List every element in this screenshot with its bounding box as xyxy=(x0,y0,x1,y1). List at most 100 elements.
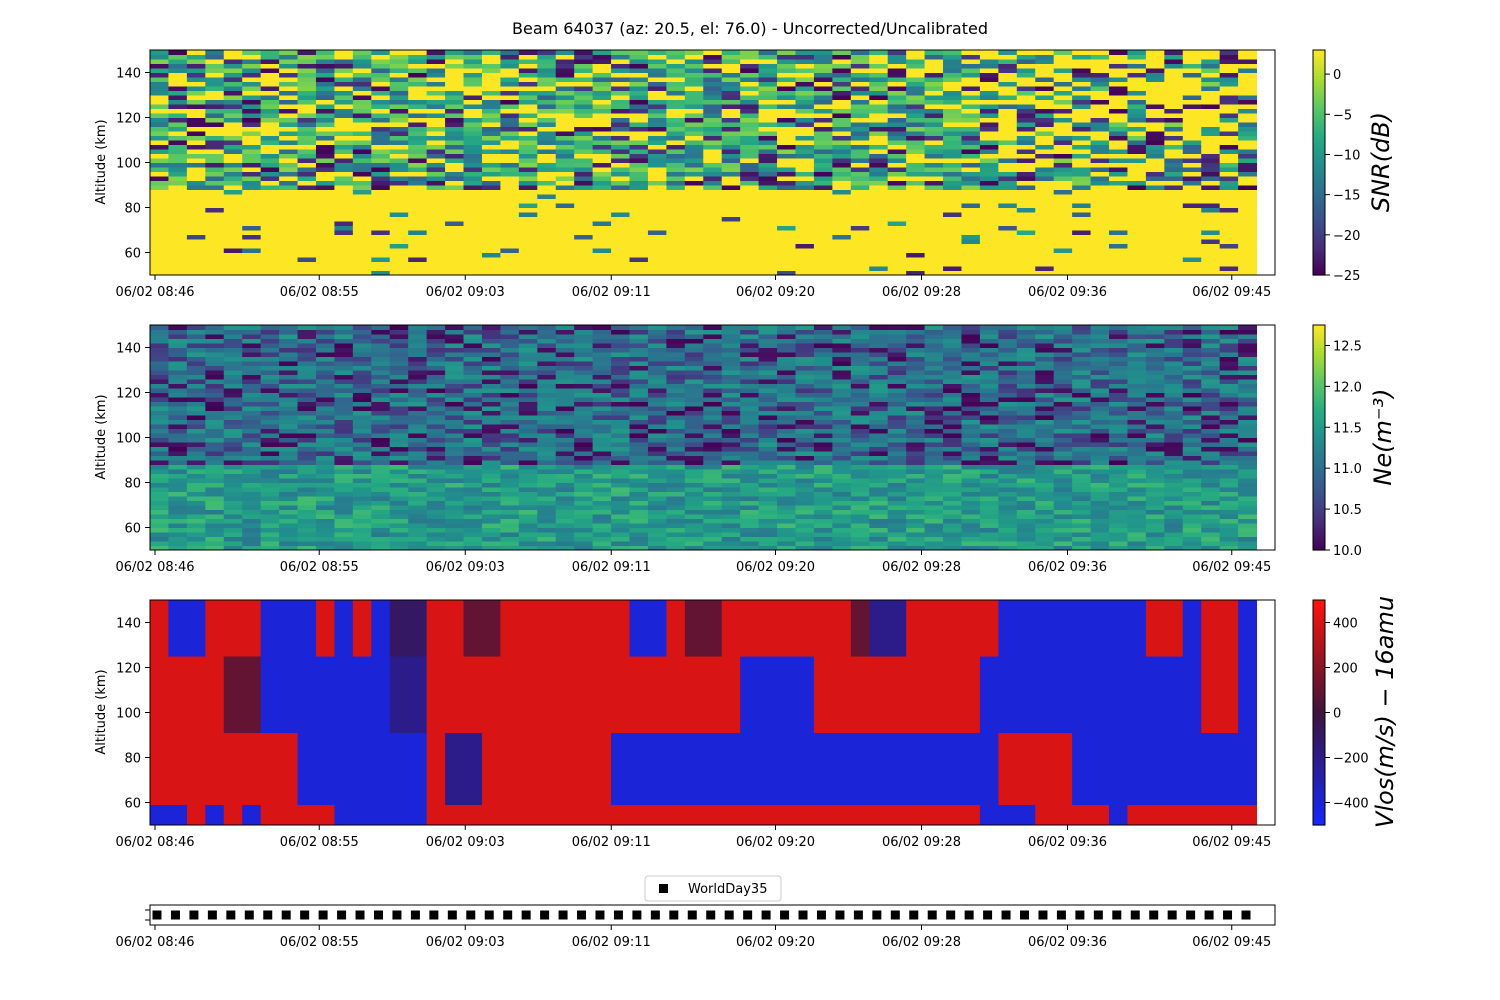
heatmap-cell xyxy=(1201,216,1221,222)
heatmap-cell xyxy=(703,72,723,78)
heatmap-cell xyxy=(260,108,280,114)
heatmap-cell xyxy=(555,478,575,483)
heatmap-cell xyxy=(795,99,815,105)
heatmap-cell xyxy=(389,527,409,533)
heatmap-cell xyxy=(481,86,501,91)
heatmap-cell xyxy=(998,77,1018,82)
heatmap-cell xyxy=(389,216,409,222)
heatmap-cell xyxy=(555,442,575,447)
heatmap-cell xyxy=(260,365,280,371)
heatmap-cell xyxy=(352,428,372,434)
heatmap-cell xyxy=(850,225,870,231)
heatmap-cell xyxy=(611,455,631,461)
heatmap-cell xyxy=(426,68,446,73)
heatmap-cell xyxy=(518,451,538,456)
heatmap-cell xyxy=(426,225,446,231)
heatmap-cell xyxy=(1016,198,1036,204)
heatmap-cell xyxy=(352,95,372,100)
heatmap-cell xyxy=(1109,221,1128,226)
heatmap-cell xyxy=(168,446,188,452)
heatmap-cell xyxy=(1201,122,1221,127)
heatmap-cell xyxy=(850,257,870,262)
heatmap-cell xyxy=(186,523,206,528)
heatmap-cell xyxy=(1164,198,1184,204)
heatmap-cell xyxy=(943,194,962,199)
heatmap-cell xyxy=(555,469,575,474)
heatmap-cell xyxy=(481,392,501,398)
heatmap-cell xyxy=(518,370,538,375)
heatmap-cell xyxy=(537,180,557,186)
colorbar-segment xyxy=(1313,142,1325,147)
heatmap-cell xyxy=(260,122,280,127)
heatmap-cell xyxy=(869,225,889,231)
heatmap-cell xyxy=(260,392,280,398)
heatmap-cell xyxy=(979,216,999,222)
heatmap-cell xyxy=(740,446,760,452)
heatmap-cell xyxy=(647,536,667,542)
heatmap-cell xyxy=(777,144,796,150)
heatmap-cell xyxy=(279,505,299,510)
heatmap-cell xyxy=(998,185,1018,190)
heatmap-cell xyxy=(481,496,501,501)
heatmap-cell xyxy=(242,536,262,542)
heatmap-cell xyxy=(297,261,317,267)
heatmap-cell xyxy=(555,185,575,190)
heatmap-cell xyxy=(666,122,686,127)
heatmap-cell xyxy=(666,347,686,353)
heatmap-cell xyxy=(629,81,649,87)
heatmap-cell xyxy=(1201,203,1221,208)
heatmap-cell xyxy=(1145,149,1165,154)
heatmap-cell xyxy=(629,518,649,524)
heatmap-cell xyxy=(777,203,796,208)
heatmap-cell xyxy=(887,122,907,127)
heatmap-cell xyxy=(555,270,575,276)
heatmap-cell xyxy=(242,162,262,168)
heatmap-cell xyxy=(832,216,852,222)
heatmap-cell xyxy=(666,536,686,542)
colorbar-tick-label: 0 xyxy=(1333,68,1341,83)
heatmap-cell xyxy=(850,140,870,145)
heatmap-cell xyxy=(611,347,631,353)
heatmap-cell xyxy=(813,428,833,434)
heatmap-cell xyxy=(832,478,852,483)
heatmap-cell xyxy=(647,261,667,267)
heatmap-cell xyxy=(629,104,649,109)
heatmap-cell xyxy=(684,99,704,105)
heatmap-cell xyxy=(1127,99,1147,105)
heatmap-cell xyxy=(1090,108,1110,114)
heatmap-cell xyxy=(426,505,446,510)
heatmap-cell xyxy=(260,464,280,470)
heatmap-cell xyxy=(795,361,815,366)
heatmap-cell xyxy=(426,90,446,96)
heatmap-cell xyxy=(721,90,741,96)
heatmap-cell xyxy=(813,536,833,542)
heatmap-cell xyxy=(887,252,907,258)
heatmap-cell xyxy=(371,176,391,181)
heatmap-cell xyxy=(223,180,243,186)
heatmap-cell xyxy=(1090,243,1110,249)
heatmap-cell xyxy=(795,487,815,492)
heatmap-cell xyxy=(168,442,188,447)
heatmap-cell xyxy=(518,230,538,235)
heatmap-cell xyxy=(629,365,649,371)
heatmap-cell xyxy=(721,500,741,506)
heatmap-cell xyxy=(740,401,760,407)
heatmap-cell xyxy=(260,194,280,199)
heatmap-cell xyxy=(1238,270,1258,276)
heatmap-cell xyxy=(389,410,409,416)
heatmap-cell xyxy=(979,270,999,276)
heatmap-cell xyxy=(611,126,631,132)
heatmap-cell xyxy=(758,347,778,353)
heatmap-cell xyxy=(150,198,169,204)
heatmap-cell xyxy=(943,135,962,141)
heatmap-cell xyxy=(703,230,723,235)
figure-title: Beam 64037 (az: 20.5, el: 76.0) - Uncorr… xyxy=(512,19,988,38)
heatmap-cell xyxy=(389,428,409,434)
heatmap-cell xyxy=(1219,243,1239,249)
heatmap-cell xyxy=(629,270,649,276)
heatmap-cell xyxy=(666,72,686,78)
heatmap-cell xyxy=(666,135,686,141)
heatmap-cell xyxy=(832,270,852,276)
heatmap-cell xyxy=(813,451,833,456)
heatmap-cell xyxy=(777,221,796,226)
